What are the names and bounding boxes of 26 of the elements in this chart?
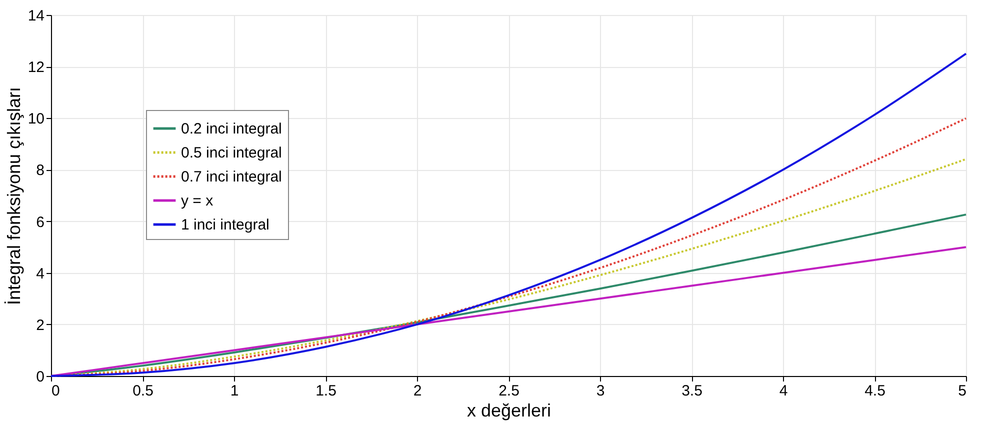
x-tick-label: 3.5 [682,382,702,400]
y-tick-label: 2 [36,316,44,334]
x-tick-label: 4 [779,382,788,400]
x-tick-label: 0 [52,382,60,400]
x-tick-label: 3 [596,382,605,400]
x-tick-label: 2 [413,382,422,400]
y-tick-label: 10 [28,110,44,128]
y-tick-label: 6 [36,214,44,231]
y-tick-label: 0 [36,368,44,386]
x-tick-label: 0.5 [132,382,154,400]
legend-label: y = x [181,192,214,210]
legend-label: 0.7 inci integral [181,168,282,186]
x-tick-label: 5 [958,382,966,400]
legend-label: 0.5 inci integral [181,144,282,162]
y-tick-label: 12 [28,59,44,76]
x-axis-title: x değerleri [466,400,552,420]
x-tick-label: 2.5 [498,382,520,400]
y-tick-label: 14 [28,8,44,24]
y-axis-title: İntegral fonksiyonu çıkışları [4,86,24,306]
y-tick-label: 8 [36,162,44,180]
x-tick-label: 1 [230,382,239,400]
legend-label: 0.2 inci integral [181,120,282,138]
x-tick-label: 1.5 [316,382,336,400]
x-tick-label: 4.5 [864,382,886,400]
legend-label: 1 inci integral [181,216,270,234]
y-tick-label: 4 [36,265,44,282]
